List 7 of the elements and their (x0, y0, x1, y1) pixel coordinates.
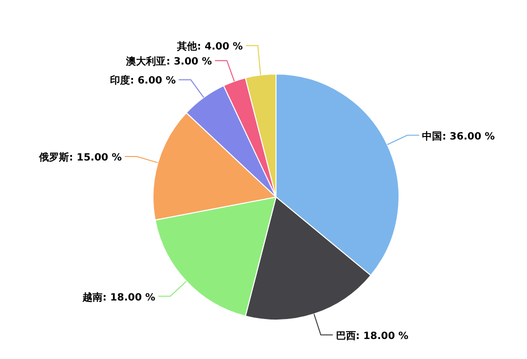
slice-label: 巴西: 18.00 % (336, 330, 408, 342)
slice-label: 中国: 36.00 % (422, 130, 495, 142)
slice-label: 印度: 6.00 % (110, 74, 176, 87)
slice-label: 越南: 18.00 % (82, 291, 156, 304)
slice-label: 其他: 4.00 % (176, 40, 243, 53)
slice-label: 澳大利亚: 3.00 % (125, 56, 212, 68)
slice-label: 俄罗斯: 15.00 % (38, 152, 122, 164)
